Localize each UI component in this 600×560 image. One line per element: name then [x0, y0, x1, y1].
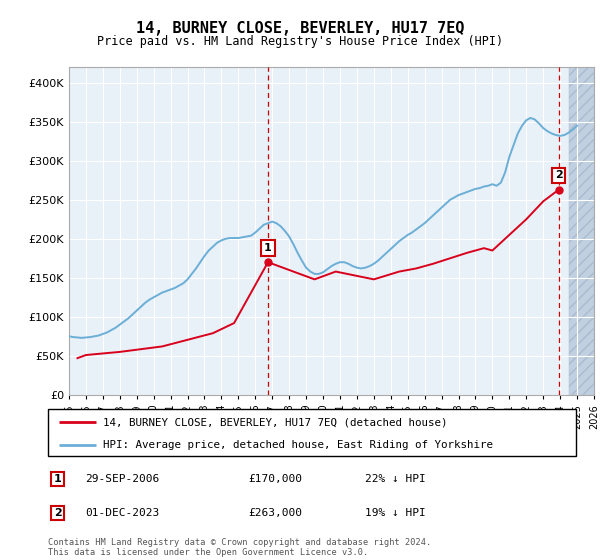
- Text: £170,000: £170,000: [248, 474, 302, 484]
- Text: 2: 2: [555, 170, 563, 180]
- Text: £263,000: £263,000: [248, 508, 302, 518]
- FancyBboxPatch shape: [48, 409, 576, 456]
- Text: 1: 1: [264, 243, 272, 253]
- Bar: [569, 67, 594, 395]
- Bar: [569, 67, 594, 395]
- Text: Contains HM Land Registry data © Crown copyright and database right 2024.
This d: Contains HM Land Registry data © Crown c…: [48, 538, 431, 557]
- Text: 22% ↓ HPI: 22% ↓ HPI: [365, 474, 425, 484]
- Text: 1: 1: [53, 474, 61, 484]
- Text: 14, BURNEY CLOSE, BEVERLEY, HU17 7EQ: 14, BURNEY CLOSE, BEVERLEY, HU17 7EQ: [136, 21, 464, 36]
- Text: 29-SEP-2006: 29-SEP-2006: [85, 474, 159, 484]
- Text: 01-DEC-2023: 01-DEC-2023: [85, 508, 159, 518]
- Text: 2: 2: [53, 508, 61, 518]
- Text: Price paid vs. HM Land Registry's House Price Index (HPI): Price paid vs. HM Land Registry's House …: [97, 35, 503, 48]
- Text: 14, BURNEY CLOSE, BEVERLEY, HU17 7EQ (detached house): 14, BURNEY CLOSE, BEVERLEY, HU17 7EQ (de…: [103, 417, 448, 427]
- Text: HPI: Average price, detached house, East Riding of Yorkshire: HPI: Average price, detached house, East…: [103, 440, 493, 450]
- Text: 19% ↓ HPI: 19% ↓ HPI: [365, 508, 425, 518]
